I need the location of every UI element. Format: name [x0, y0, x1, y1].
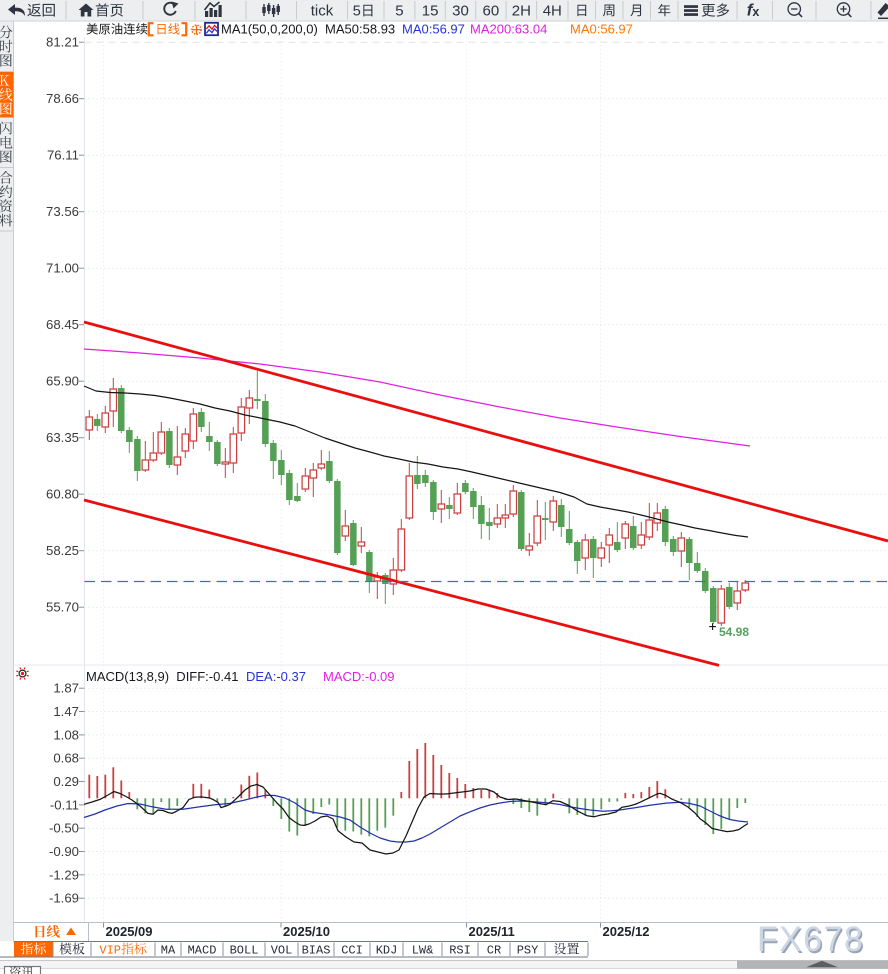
svg-text:PSY: PSY [517, 944, 539, 958]
svg-text:tick: tick [311, 3, 334, 20]
svg-text:MA0:56.97: MA0:56.97 [570, 22, 633, 37]
svg-text:FX678: FX678 [757, 921, 864, 960]
svg-text:2H: 2H [512, 3, 531, 20]
svg-text:FX678: FX678 [759, 922, 866, 961]
svg-text:15: 15 [422, 3, 439, 20]
svg-text:2025/11: 2025/11 [469, 924, 515, 939]
svg-text:MACD: MACD [188, 944, 217, 958]
svg-text:DEA:-0.37: DEA:-0.37 [246, 669, 306, 684]
svg-text:60.80: 60.80 [46, 487, 79, 502]
svg-text:1.87: 1.87 [53, 681, 79, 696]
svg-text:73.56: 73.56 [46, 204, 79, 219]
svg-text:MA: MA [161, 944, 176, 958]
svg-text:MA1(50,0,200,0) MA50:58.93: MA1(50,0,200,0) MA50:58.93 [221, 22, 395, 37]
svg-text:5: 5 [353, 4, 361, 20]
svg-text:0.68: 0.68 [53, 751, 79, 766]
svg-text:MA200:63.04: MA200:63.04 [470, 22, 547, 37]
svg-text:fx: fx [747, 1, 760, 20]
svg-text:-0.50: -0.50 [49, 821, 79, 836]
svg-text:4H: 4H [543, 3, 562, 20]
svg-text:-1.69: -1.69 [49, 891, 79, 906]
svg-text:0.29: 0.29 [53, 774, 79, 789]
svg-text:-0.11: -0.11 [50, 797, 79, 812]
svg-text:81.21: 81.21 [46, 35, 79, 50]
svg-text:BOLL: BOLL [230, 944, 259, 958]
svg-text:5: 5 [395, 3, 403, 20]
svg-text:KDJ: KDJ [376, 944, 398, 958]
svg-text:30: 30 [452, 3, 469, 20]
svg-text:MACD(13,8,9) DIFF:-0.41: MACD(13,8,9) DIFF:-0.41 [86, 669, 238, 684]
svg-text:58.25: 58.25 [46, 543, 79, 558]
svg-text:60: 60 [483, 3, 500, 20]
svg-text:-0.90: -0.90 [49, 844, 79, 859]
svg-text:1.08: 1.08 [53, 727, 79, 742]
svg-text:MACD:-0.09: MACD:-0.09 [323, 669, 395, 684]
svg-text:MA0:56.97: MA0:56.97 [402, 22, 465, 37]
svg-text:LW&: LW& [412, 944, 434, 958]
svg-text:65.90: 65.90 [46, 374, 79, 389]
svg-text:76.11: 76.11 [47, 148, 79, 163]
svg-text:68.45: 68.45 [46, 317, 79, 332]
svg-text:VOL: VOL [271, 944, 293, 958]
svg-text:55.70: 55.70 [46, 600, 79, 615]
svg-text:63.35: 63.35 [46, 430, 79, 445]
svg-text:78.66: 78.66 [46, 91, 79, 106]
svg-text:2025/12: 2025/12 [603, 924, 650, 939]
svg-text:BIAS: BIAS [302, 944, 331, 958]
svg-text:2025/10: 2025/10 [283, 924, 330, 939]
svg-text:71.00: 71.00 [46, 261, 79, 276]
svg-text:1.47: 1.47 [53, 704, 79, 719]
svg-text:CCI: CCI [341, 944, 363, 958]
svg-text:CR: CR [487, 944, 501, 958]
svg-text:VIP: VIP [99, 944, 121, 958]
svg-text:2025/09: 2025/09 [106, 924, 153, 939]
svg-text:-1.29: -1.29 [49, 867, 79, 882]
svg-text:RSI: RSI [449, 944, 471, 958]
svg-text:54.98: 54.98 [719, 625, 749, 639]
